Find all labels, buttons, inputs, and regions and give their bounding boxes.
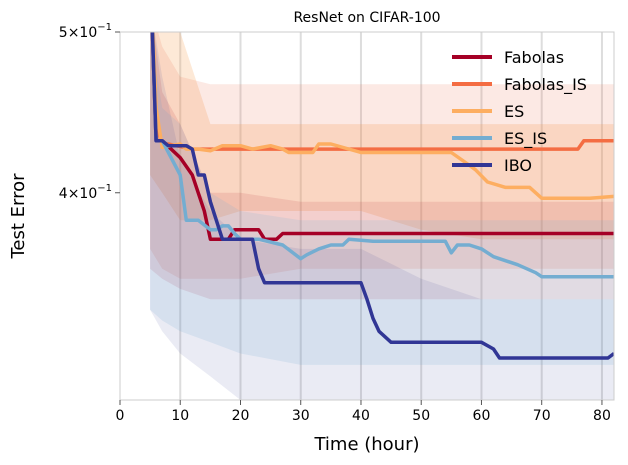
x-axis: 0 10 20 30 40 50 60 70 80 [116, 400, 611, 424]
grid [179, 32, 603, 400]
confidence-band [150, 32, 614, 400]
x-tick-label: 70 [533, 408, 551, 424]
x-tick-label: 10 [171, 408, 189, 424]
y-tick-label: 5×10−1 [59, 22, 112, 41]
x-tick-label: 60 [473, 408, 491, 424]
x-tick-label: 30 [292, 408, 310, 424]
x-tick-label: 20 [232, 408, 250, 424]
legend-label-fabolas-is: Fabolas_IS [504, 75, 587, 95]
x-tick-label: 0 [116, 408, 125, 424]
y-tick-label: 4×10−1 [59, 183, 112, 202]
legend-label-es-is: ES_IS [504, 129, 547, 149]
plot-frame [119, 31, 615, 401]
legend: Fabolas Fabolas_IS ES ES_IS IBO [452, 48, 587, 175]
x-tick-label: 50 [412, 408, 430, 424]
x-tick-label: 40 [352, 408, 370, 424]
y-axis: 5×10−1 4×10−1 [59, 22, 120, 202]
series-lines [150, 32, 614, 360]
series-line-es-is [150, 32, 614, 279]
chart-title: ResNet on CIFAR-100 [293, 10, 440, 26]
y-axis-label: Test Error [8, 173, 29, 260]
confidence-band [150, 32, 614, 279]
x-tick-label: 80 [593, 408, 611, 424]
x-axis-label: Time (hour) [313, 434, 419, 455]
series-line-ibo [150, 32, 614, 360]
confidence-band [150, 32, 614, 240]
legend-label-ibo: IBO [504, 156, 532, 175]
legend-label-es: ES [504, 102, 524, 121]
legend-label-fabolas: Fabolas [504, 48, 564, 67]
